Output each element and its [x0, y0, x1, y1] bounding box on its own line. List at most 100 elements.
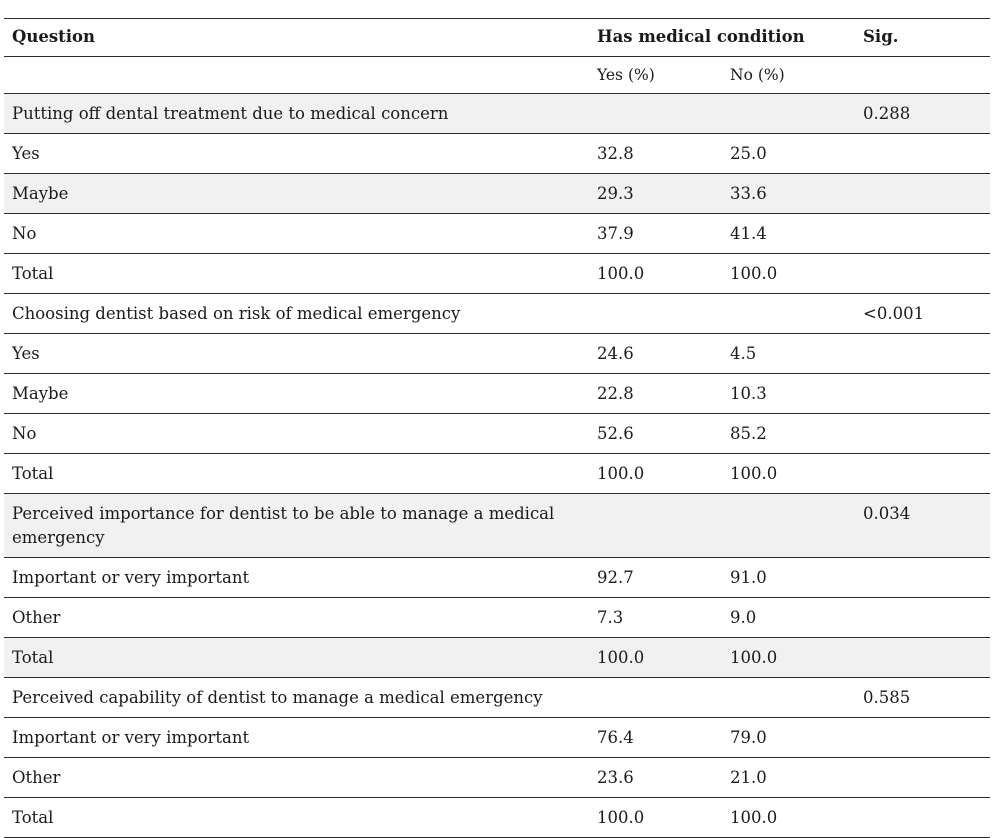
row-yes-value: 100.0: [589, 637, 722, 678]
row-yes-value: [589, 677, 722, 718]
row-yes-value: 52.6: [589, 413, 722, 454]
row-label: Yes: [4, 333, 589, 374]
row-label: Perceived capability of dentist to manag…: [4, 677, 589, 718]
row-no-value: 9.0: [722, 597, 856, 638]
row-yes-value: 22.8: [589, 373, 722, 414]
subheader-empty: [4, 56, 589, 94]
row-label: Other: [4, 597, 589, 638]
table-row: Perceived capability of dentist to manag…: [4, 677, 991, 718]
table-row: Putting off dental treatment due to medi…: [4, 93, 991, 134]
row-label: Choosing dentist based on risk of medica…: [4, 293, 589, 334]
row-no-value: 79.0: [722, 717, 856, 758]
row-no-value: [722, 493, 856, 558]
table-body: Putting off dental treatment due to medi…: [4, 93, 991, 838]
row-no-value: 100.0: [722, 637, 856, 678]
row-sig-value: [855, 453, 991, 494]
row-no-value: 10.3: [722, 373, 856, 414]
row-yes-value: 92.7: [589, 557, 722, 598]
row-no-value: 100.0: [722, 253, 856, 294]
row-sig-value: [855, 213, 991, 254]
row-yes-value: 29.3: [589, 173, 722, 214]
header-sig: Sig.: [855, 18, 991, 57]
subheader-empty-sig: [855, 56, 991, 94]
row-label: No: [4, 413, 589, 454]
table-row: Perceived importance for dentist to be a…: [4, 493, 991, 558]
row-no-value: 41.4: [722, 213, 856, 254]
row-no-value: 91.0: [722, 557, 856, 598]
table-row: Other 7.3 9.0: [4, 597, 991, 638]
table-row: Maybe 29.3 33.6: [4, 173, 991, 214]
row-sig-value: [855, 333, 991, 374]
row-label: No: [4, 213, 589, 254]
header-row: Question Has medical condition Sig.: [4, 18, 991, 57]
table-row: Total 100.0 100.0: [4, 253, 991, 294]
subheader-row: Yes (%) No (%): [4, 56, 991, 94]
row-sig-value: <0.001: [855, 293, 991, 334]
row-yes-value: 32.8: [589, 133, 722, 174]
row-yes-value: 7.3: [589, 597, 722, 638]
row-label: Maybe: [4, 373, 589, 414]
row-label: Maybe: [4, 173, 589, 214]
subheader-yes: Yes (%): [589, 56, 722, 94]
row-sig-value: [855, 717, 991, 758]
row-sig-value: [855, 373, 991, 414]
row-yes-value: [589, 493, 722, 558]
row-label: Important or very important: [4, 717, 589, 758]
table-row: No 37.9 41.4: [4, 213, 991, 254]
row-label: Perceived importance for dentist to be a…: [4, 493, 589, 558]
row-label: Total: [4, 797, 589, 838]
table-row: Yes 32.8 25.0: [4, 133, 991, 174]
row-sig-value: [855, 253, 991, 294]
row-yes-value: [589, 93, 722, 134]
table-row: No 52.6 85.2: [4, 413, 991, 454]
table-row: Total 100.0 100.0: [4, 797, 991, 838]
table-row: Yes 24.6 4.5: [4, 333, 991, 374]
row-yes-value: 24.6: [589, 333, 722, 374]
row-no-value: 100.0: [722, 453, 856, 494]
row-yes-value: 76.4: [589, 717, 722, 758]
row-yes-value: 100.0: [589, 253, 722, 294]
row-label: Putting off dental treatment due to medi…: [4, 93, 589, 134]
table-row: Important or very important 92.7 91.0: [4, 557, 991, 598]
row-sig-value: [855, 133, 991, 174]
row-sig-value: 0.585: [855, 677, 991, 718]
row-no-value: 25.0: [722, 133, 856, 174]
row-no-value: 100.0: [722, 797, 856, 838]
row-sig-value: 0.034: [855, 493, 991, 558]
row-yes-value: [589, 293, 722, 334]
row-sig-value: [855, 413, 991, 454]
table-row: Important or very important 76.4 79.0: [4, 717, 991, 758]
row-yes-value: 23.6: [589, 757, 722, 798]
row-sig-value: 0.288: [855, 93, 991, 134]
table-row: Total 100.0 100.0: [4, 637, 991, 678]
header-has-medical-condition: Has medical condition: [589, 18, 856, 57]
row-label: Important or very important: [4, 557, 589, 598]
row-no-value: 33.6: [722, 173, 856, 214]
row-sig-value: [855, 557, 991, 598]
row-sig-value: [855, 597, 991, 638]
row-sig-value: [855, 637, 991, 678]
row-sig-value: [855, 757, 991, 798]
row-yes-value: 100.0: [589, 797, 722, 838]
table-row: Maybe 22.8 10.3: [4, 373, 991, 414]
row-no-value: [722, 677, 856, 718]
row-label: Total: [4, 637, 589, 678]
table-row: Choosing dentist based on risk of medica…: [4, 293, 991, 334]
data-table-container: Question Has medical condition Sig. Yes …: [4, 18, 991, 838]
row-sig-value: [855, 797, 991, 838]
row-yes-value: 37.9: [589, 213, 722, 254]
table-row: Total 100.0 100.0: [4, 453, 991, 494]
row-label: Total: [4, 453, 589, 494]
header-question: Question: [4, 18, 589, 57]
row-no-value: 85.2: [722, 413, 856, 454]
subheader-no: No (%): [722, 56, 856, 94]
row-no-value: 4.5: [722, 333, 856, 374]
table-row: Other 23.6 21.0: [4, 757, 991, 798]
row-yes-value: 100.0: [589, 453, 722, 494]
row-label: Other: [4, 757, 589, 798]
data-table: Question Has medical condition Sig. Yes …: [4, 18, 991, 838]
row-label: Yes: [4, 133, 589, 174]
row-no-value: [722, 293, 856, 334]
row-no-value: 21.0: [722, 757, 856, 798]
row-no-value: [722, 93, 856, 134]
